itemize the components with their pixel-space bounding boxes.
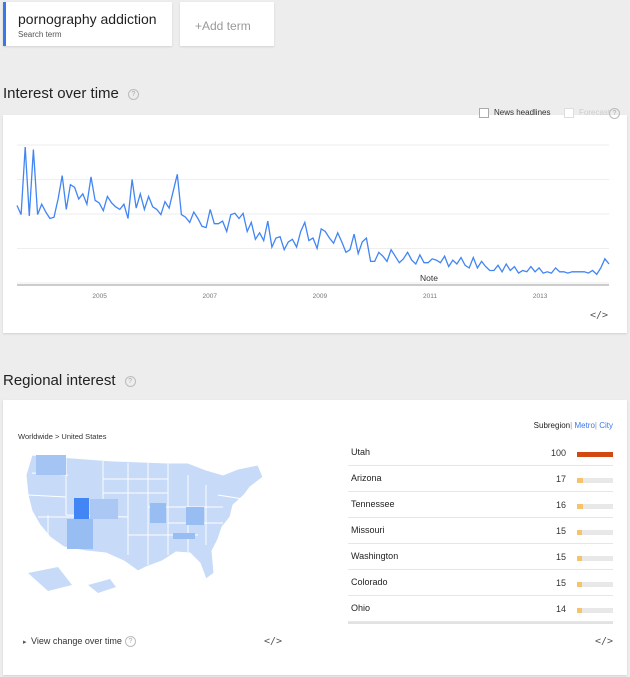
interest-over-time-title: Interest over time? (3, 85, 139, 102)
search-term-card[interactable]: pornography addiction Search term (3, 2, 172, 46)
view-change-label: View change over time (31, 636, 122, 646)
subregion-tab[interactable]: Subregion (533, 421, 571, 430)
region-bar-fill (577, 478, 584, 483)
breadcrumb[interactable]: Worldwide > United States (18, 432, 107, 441)
add-term-button[interactable]: +Add term (180, 2, 274, 46)
region-bar-fill (577, 582, 583, 587)
region-bar-fill (577, 530, 583, 535)
forecast-label: Forecast (579, 108, 611, 117)
region-name: Ohio (351, 603, 371, 613)
region-bar-fill (577, 608, 583, 613)
chart-note-label[interactable]: Note (420, 273, 438, 283)
region-row[interactable]: Utah 100 (348, 440, 613, 466)
x-tick-label: 2013 (533, 293, 548, 300)
help-icon[interactable]: ? (124, 636, 136, 648)
news-headlines-label: News headlines (494, 108, 551, 117)
region-row[interactable]: Tennessee 16 (348, 492, 613, 518)
region-value: 15 (555, 552, 566, 562)
city-tab[interactable]: City (599, 421, 613, 430)
add-term-label: +Add term (195, 19, 251, 33)
interest-line-chart: 2005 2007 2009 2011 2013 Note (16, 144, 610, 300)
region-value: 16 (555, 500, 566, 510)
region-row[interactable]: Ohio 14 (348, 596, 613, 622)
region-row[interactable]: Colorado 15 (348, 570, 613, 596)
regional-interest-title: Regional interest? (3, 372, 136, 389)
region-bar (577, 530, 613, 535)
help-icon[interactable]: ? (124, 375, 136, 387)
help-icon[interactable]: ? (127, 88, 139, 100)
region-row[interactable]: Missouri 15 (348, 518, 613, 544)
forecast-help-icon[interactable]: ? (609, 108, 620, 119)
region-name: Utah (351, 447, 371, 457)
region-bar (577, 478, 613, 483)
region-bar (577, 504, 613, 509)
region-value: 15 (555, 526, 566, 536)
embed-icon[interactable]: </> (595, 636, 614, 647)
region-bar-fill (577, 452, 613, 457)
interest-series-line[interactable] (16, 146, 610, 276)
interest-over-time-title-text: Interest over time (3, 85, 119, 102)
search-term-sublabel: Search term (18, 30, 62, 39)
forecast-checkbox[interactable] (564, 108, 574, 118)
x-tick-label: 2005 (92, 293, 107, 300)
region-value: 100 (550, 448, 566, 458)
x-tick-label: 2011 (423, 293, 437, 300)
region-name: Arizona (351, 473, 382, 483)
region-value: 14 (555, 604, 566, 614)
us-map[interactable] (18, 455, 268, 595)
x-tick-label: 2007 (203, 293, 218, 300)
region-bar (577, 556, 613, 561)
region-value: 17 (555, 474, 566, 484)
regional-interest-title-text: Regional interest (3, 372, 116, 389)
interest-over-time-card: News headlines Forecast ? 2005 2007 2009 20… (3, 108, 627, 333)
region-name: Washington (351, 551, 399, 561)
embed-icon[interactable]: </> (264, 636, 283, 647)
region-name: Tennessee (351, 499, 395, 509)
region-bar (577, 582, 613, 587)
utah-region[interactable] (74, 498, 89, 524)
region-bar-fill (577, 556, 583, 561)
resolution-selector: Subregion| Metro| City (533, 421, 613, 430)
metro-tab[interactable]: Metro (574, 421, 595, 430)
x-tick-label: 2009 (313, 293, 328, 300)
region-row[interactable]: Washington 15 (348, 544, 613, 570)
region-bar (577, 608, 613, 613)
view-change-link[interactable]: View change over time? (31, 636, 136, 648)
embed-icon[interactable]: </> (590, 310, 609, 321)
region-name: Missouri (351, 525, 385, 535)
list-divider (348, 622, 613, 624)
regional-interest-card: Worldwide > United States Subregion| Met… (3, 400, 627, 675)
region-name: Colorado (351, 577, 388, 587)
region-bar-fill (577, 504, 583, 509)
news-headlines-checkbox[interactable] (479, 108, 489, 118)
region-row[interactable]: Arizona 17 (348, 466, 613, 492)
region-bar (577, 452, 613, 457)
expand-arrow-icon[interactable]: ▸ (23, 639, 27, 646)
region-value: 15 (555, 578, 566, 588)
search-term-label: pornography addiction (18, 11, 157, 27)
